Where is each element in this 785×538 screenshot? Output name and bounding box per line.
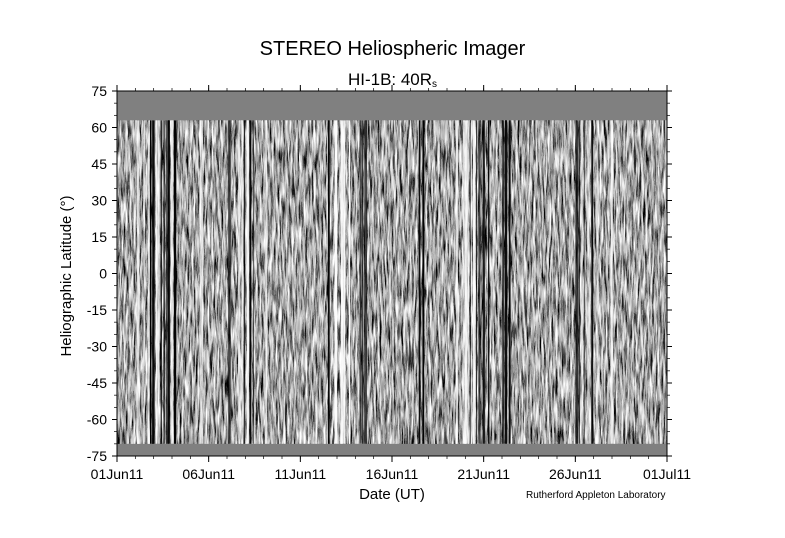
subtitle-subscript: s [432,79,438,90]
streak [150,120,152,444]
streak [502,120,504,444]
streak [253,120,255,444]
x-tick-label: 06Jun11 [182,466,235,482]
streak [488,120,490,444]
streak [610,120,613,444]
y-tick-label: -75 [87,448,107,464]
streak [469,120,471,444]
streak [341,120,343,444]
streak [143,120,145,444]
streak [418,120,421,444]
streak [170,120,174,444]
y-tick-label: 75 [91,83,107,99]
streak [476,120,477,444]
streak [246,120,249,444]
streak [508,120,511,444]
x-tick-label: 01Jul11 [643,466,691,482]
streak [163,120,166,444]
chart-title: STEREO Heliospheric Imager [259,38,526,60]
streak [249,120,252,444]
streak [328,120,330,444]
streak [359,120,361,444]
streak [152,120,155,444]
streak [575,120,579,444]
streak [334,120,338,444]
streak [578,120,580,444]
streak [471,120,472,444]
streak [483,120,485,444]
streak [160,120,162,444]
streak [167,120,170,444]
y-tick-label: 0 [99,266,107,282]
streak [155,120,158,444]
y-tick-label: 30 [91,193,107,209]
y-tick-label: 15 [91,229,107,245]
data-band [117,120,667,444]
streak [472,120,476,444]
credit-text: Rutherford Appleton Laboratory [526,490,666,501]
streak [504,120,508,444]
streak [583,120,585,444]
y-tick-label: -60 [87,412,107,428]
streak [228,120,231,444]
axes: 75 60 45 30 15 0 -15 -30 -45 -60 -75 01Jun11 06Jun11… [87,83,691,482]
streak [199,120,203,444]
streak [456,120,458,444]
chart-subtitle: HI-1B: 40Rs [0,70,785,90]
y-tick-label: -45 [87,375,107,391]
streak [464,120,468,444]
y-axis-label: Heliographic Latitude (°) [58,195,75,356]
streak [343,120,346,444]
streak [492,120,494,444]
x-tick-label: 16Jun11 [366,466,419,482]
streak [349,120,351,444]
y-tick-label: 60 [91,120,107,136]
streak [462,120,465,444]
streak [157,120,160,444]
streak [241,120,244,444]
subtitle-main: HI-1B: 40R [347,70,433,89]
streak [591,120,594,444]
streak [422,120,425,444]
streak [361,120,364,444]
x-tick-label: 01Jun11 [91,466,144,482]
streak [137,120,140,444]
streak [238,120,241,444]
streak [581,120,583,444]
streak [587,120,591,444]
streak [173,120,177,444]
x-tick-label: 26Jun11 [549,466,602,482]
y-tick-label: -15 [87,302,107,318]
streak [243,120,246,444]
streak [481,120,483,444]
x-tick-label: 21Jun11 [457,466,510,482]
y-tick-label: 45 [91,156,107,172]
streak [364,120,367,444]
streak [478,120,481,444]
streak [467,120,469,444]
x-axis-label: Date (UT) [359,486,425,503]
x-tick-label: 11Jun11 [275,466,327,482]
streak [596,120,599,444]
streak [265,120,268,444]
y-tick-label: -30 [87,339,107,355]
plot-area [117,91,667,456]
texture-light [117,120,667,444]
streak [148,120,150,444]
streak [166,120,167,444]
